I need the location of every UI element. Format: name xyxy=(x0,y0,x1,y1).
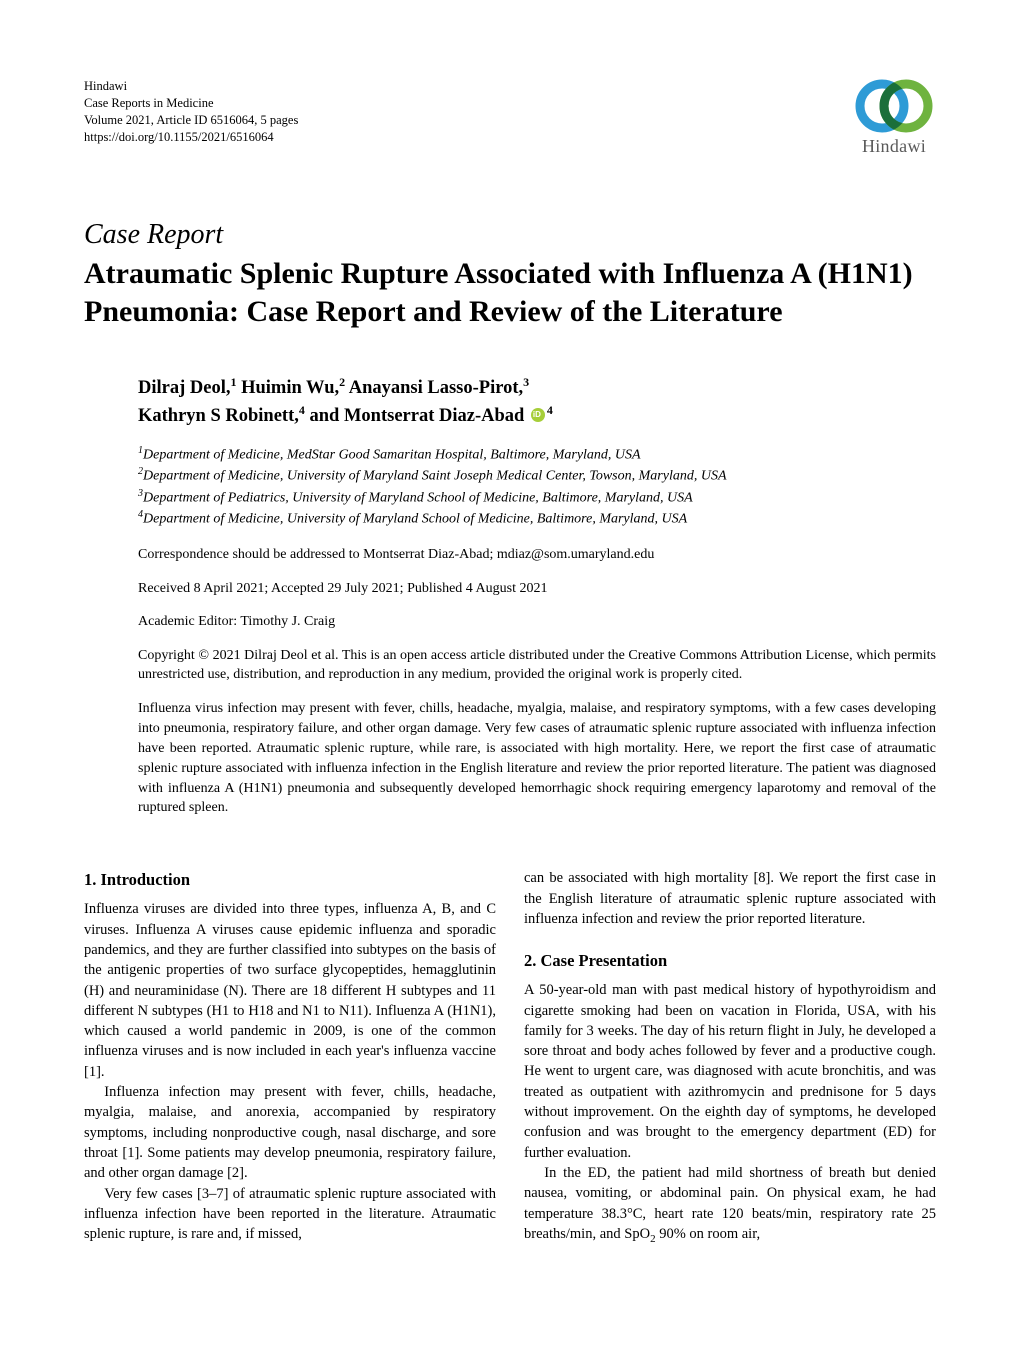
copyright-notice: Copyright © 2021 Dilraj Deol et al. This… xyxy=(138,646,936,685)
journal-name: Case Reports in Medicine xyxy=(84,95,298,112)
author-robinett: Kathryn S Robinett, xyxy=(138,406,299,426)
publisher-name: Hindawi xyxy=(84,78,298,95)
header-row: Hindawi Case Reports in Medicine Volume … xyxy=(84,78,936,157)
abstract: Influenza virus infection may present wi… xyxy=(138,699,936,818)
meta-block: Correspondence should be addressed to Mo… xyxy=(138,545,936,685)
journal-info: Hindawi Case Reports in Medicine Volume … xyxy=(84,78,298,146)
page: Hindawi Case Reports in Medicine Volume … xyxy=(0,0,1020,1359)
authors-line-1: Dilraj Deol,1 Huimin Wu,2 Anayansi Lasso… xyxy=(138,378,529,398)
affiliation-line: 2Department of Medicine, University of M… xyxy=(138,465,936,486)
affiliation-line: 1Department of Medicine, MedStar Good Sa… xyxy=(138,444,936,465)
affiliation-line: 3Department of Pediatrics, University of… xyxy=(138,487,936,508)
author-diazabad: and Montserrat Diaz-Abad xyxy=(305,406,524,426)
orcid-icon[interactable] xyxy=(531,408,545,422)
body-columns: 1. Introduction Influenza viruses are di… xyxy=(84,868,936,1247)
article-title: Atraumatic Splenic Rupture Associated wi… xyxy=(84,255,936,330)
article-dates: Received 8 April 2021; Accepted 29 July … xyxy=(138,579,936,599)
logo-text: Hindawi xyxy=(852,136,936,157)
article-type: Case Report xyxy=(84,219,936,251)
academic-editor: Academic Editor: Timothy J. Craig xyxy=(138,612,936,632)
intro-paragraph-1: Influenza viruses are divided into three… xyxy=(84,899,496,1082)
case-paragraph-1: A 50-year-old man with past medical hist… xyxy=(524,980,936,1163)
publisher-logo: Hindawi xyxy=(852,78,936,157)
column-right: can be associated with high mortality [8… xyxy=(524,868,936,1247)
affiliation-line: 4Department of Medicine, University of M… xyxy=(138,508,936,529)
affiliations: 1Department of Medicine, MedStar Good Sa… xyxy=(138,444,936,529)
author-list: Dilraj Deol,1 Huimin Wu,2 Anayansi Lasso… xyxy=(138,374,936,430)
authors-line-2: Kathryn S Robinett, 4 and Montserrat Diaz… xyxy=(138,406,553,426)
volume-line: Volume 2021, Article ID 6516064, 5 pages xyxy=(84,112,298,129)
intro-paragraph-3: Very few cases [3–7] of atraumatic splen… xyxy=(84,1184,496,1245)
section-heading-case: 2. Case Presentation xyxy=(524,949,936,972)
affil-sup: 4 xyxy=(547,403,553,417)
column-left: 1. Introduction Influenza viruses are di… xyxy=(84,868,496,1247)
correspondence: Correspondence should be addressed to Mo… xyxy=(138,545,936,565)
intro-continuation: can be associated with high mortality [8… xyxy=(524,868,936,929)
doi-link[interactable]: https://doi.org/10.1155/2021/6516064 xyxy=(84,129,298,146)
intro-paragraph-2: Influenza infection may present with fev… xyxy=(84,1082,496,1183)
hindawi-rings-icon xyxy=(852,78,936,134)
section-heading-introduction: 1. Introduction xyxy=(84,868,496,891)
case-p2-post: 90% on room air, xyxy=(656,1226,761,1242)
case-paragraph-2: In the ED, the patient had mild shortnes… xyxy=(524,1163,936,1247)
